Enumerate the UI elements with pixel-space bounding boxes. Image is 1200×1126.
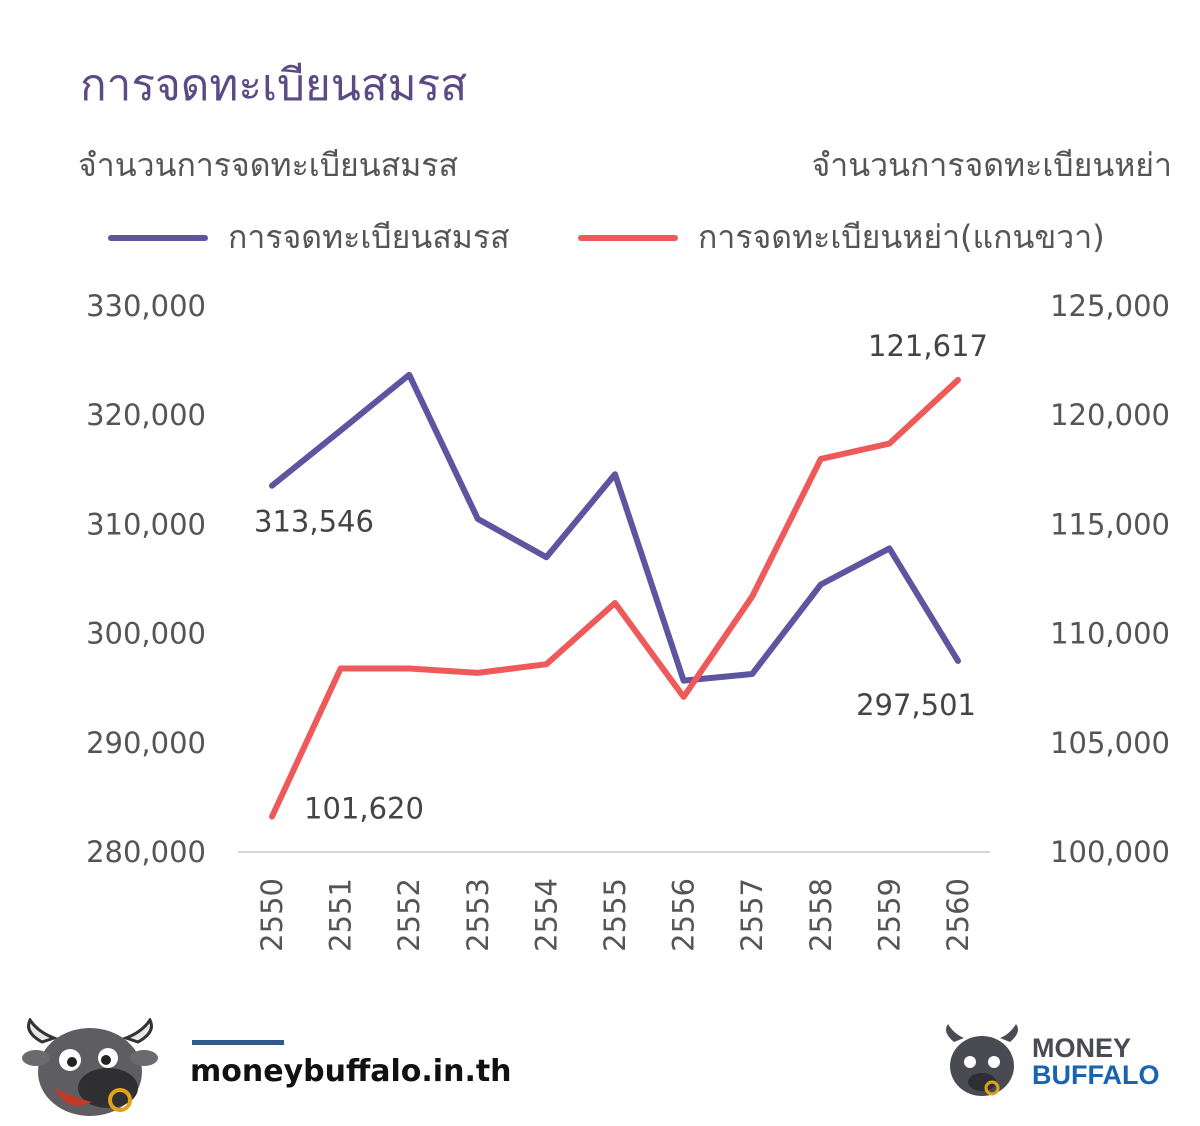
data-label: 121,617 xyxy=(868,329,988,363)
x-tick-label: 2560 xyxy=(941,878,975,952)
y-left-tick-label: 290,000 xyxy=(86,726,206,760)
x-tick-label: 2555 xyxy=(598,878,632,952)
x-tick-label: 2551 xyxy=(324,878,358,952)
chart-legend: การจดทะเบียนสมรส การจดทะเบียนหย่า(แกนขวา… xyxy=(108,212,1120,256)
y-left-tick-label: 280,000 xyxy=(86,835,206,869)
data-label: 313,546 xyxy=(254,505,374,539)
x-tick-label: 2559 xyxy=(872,878,906,952)
legend-label-divorce: การจดทะเบียนหย่า(แกนขวา) xyxy=(698,218,1105,256)
y-left-tick-label: 310,000 xyxy=(86,507,206,541)
y-right-tick-label: 120,000 xyxy=(1050,398,1170,432)
y-right-tick-label: 105,000 xyxy=(1050,726,1170,760)
y-right-tick-label: 115,000 xyxy=(1050,507,1170,541)
footer-divider xyxy=(192,1040,284,1045)
y-left-tick-label: 330,000 xyxy=(86,289,206,323)
x-tick-label: 2550 xyxy=(255,878,289,952)
legend-swatch-marriage xyxy=(108,234,208,241)
series-line-marriage xyxy=(269,371,961,684)
data-label: 101,620 xyxy=(304,792,424,826)
x-tick-label: 2553 xyxy=(461,878,495,952)
legend-item-marriage: การจดทะเบียนสมรส xyxy=(108,212,510,263)
brand-name-line1: MONEY xyxy=(1032,1033,1132,1063)
x-tick-label: 2552 xyxy=(392,878,426,952)
x-tick-label: 2557 xyxy=(735,878,769,952)
x-tick-label: 2558 xyxy=(804,878,838,952)
site-url: moneybuffalo.in.th xyxy=(190,1054,512,1089)
legend-swatch-divorce xyxy=(578,234,678,241)
x-tick-label: 2556 xyxy=(667,878,701,952)
brand-logo: MONEY BUFFALO xyxy=(940,1022,1160,1102)
right-axis-title: จำนวนการจดทะเบียนหย่า xyxy=(811,146,1172,184)
legend-label-marriage: การจดทะเบียนสมรส xyxy=(228,218,510,256)
line-chart: 280,000 290,000 300,000 310,000 320,000 330,0… xyxy=(86,289,1170,952)
brand-name-line2: BUFFALO xyxy=(1032,1060,1160,1090)
y-right-tick-label: 125,000 xyxy=(1050,289,1170,323)
legend-item-divorce: การจดทะเบียนหย่า(แกนขวา) xyxy=(578,212,1105,263)
y-right-tick-label: 110,000 xyxy=(1050,617,1170,651)
y-left-tick-label: 300,000 xyxy=(86,617,206,651)
x-tick-label: 2554 xyxy=(529,878,563,952)
buffalo-logo-icon xyxy=(946,1024,1018,1096)
chart-title: การจดทะเบียนสมรส xyxy=(80,60,468,111)
left-axis-title: จำนวนการจดทะเบียนสมรส xyxy=(78,146,458,184)
data-label: 297,501 xyxy=(856,688,976,722)
y-right-tick-label: 100,000 xyxy=(1050,835,1170,869)
series-line-divorce xyxy=(269,376,961,820)
y-left-tick-label: 320,000 xyxy=(86,398,206,432)
buffalo-mascot-icon xyxy=(20,1017,160,1126)
